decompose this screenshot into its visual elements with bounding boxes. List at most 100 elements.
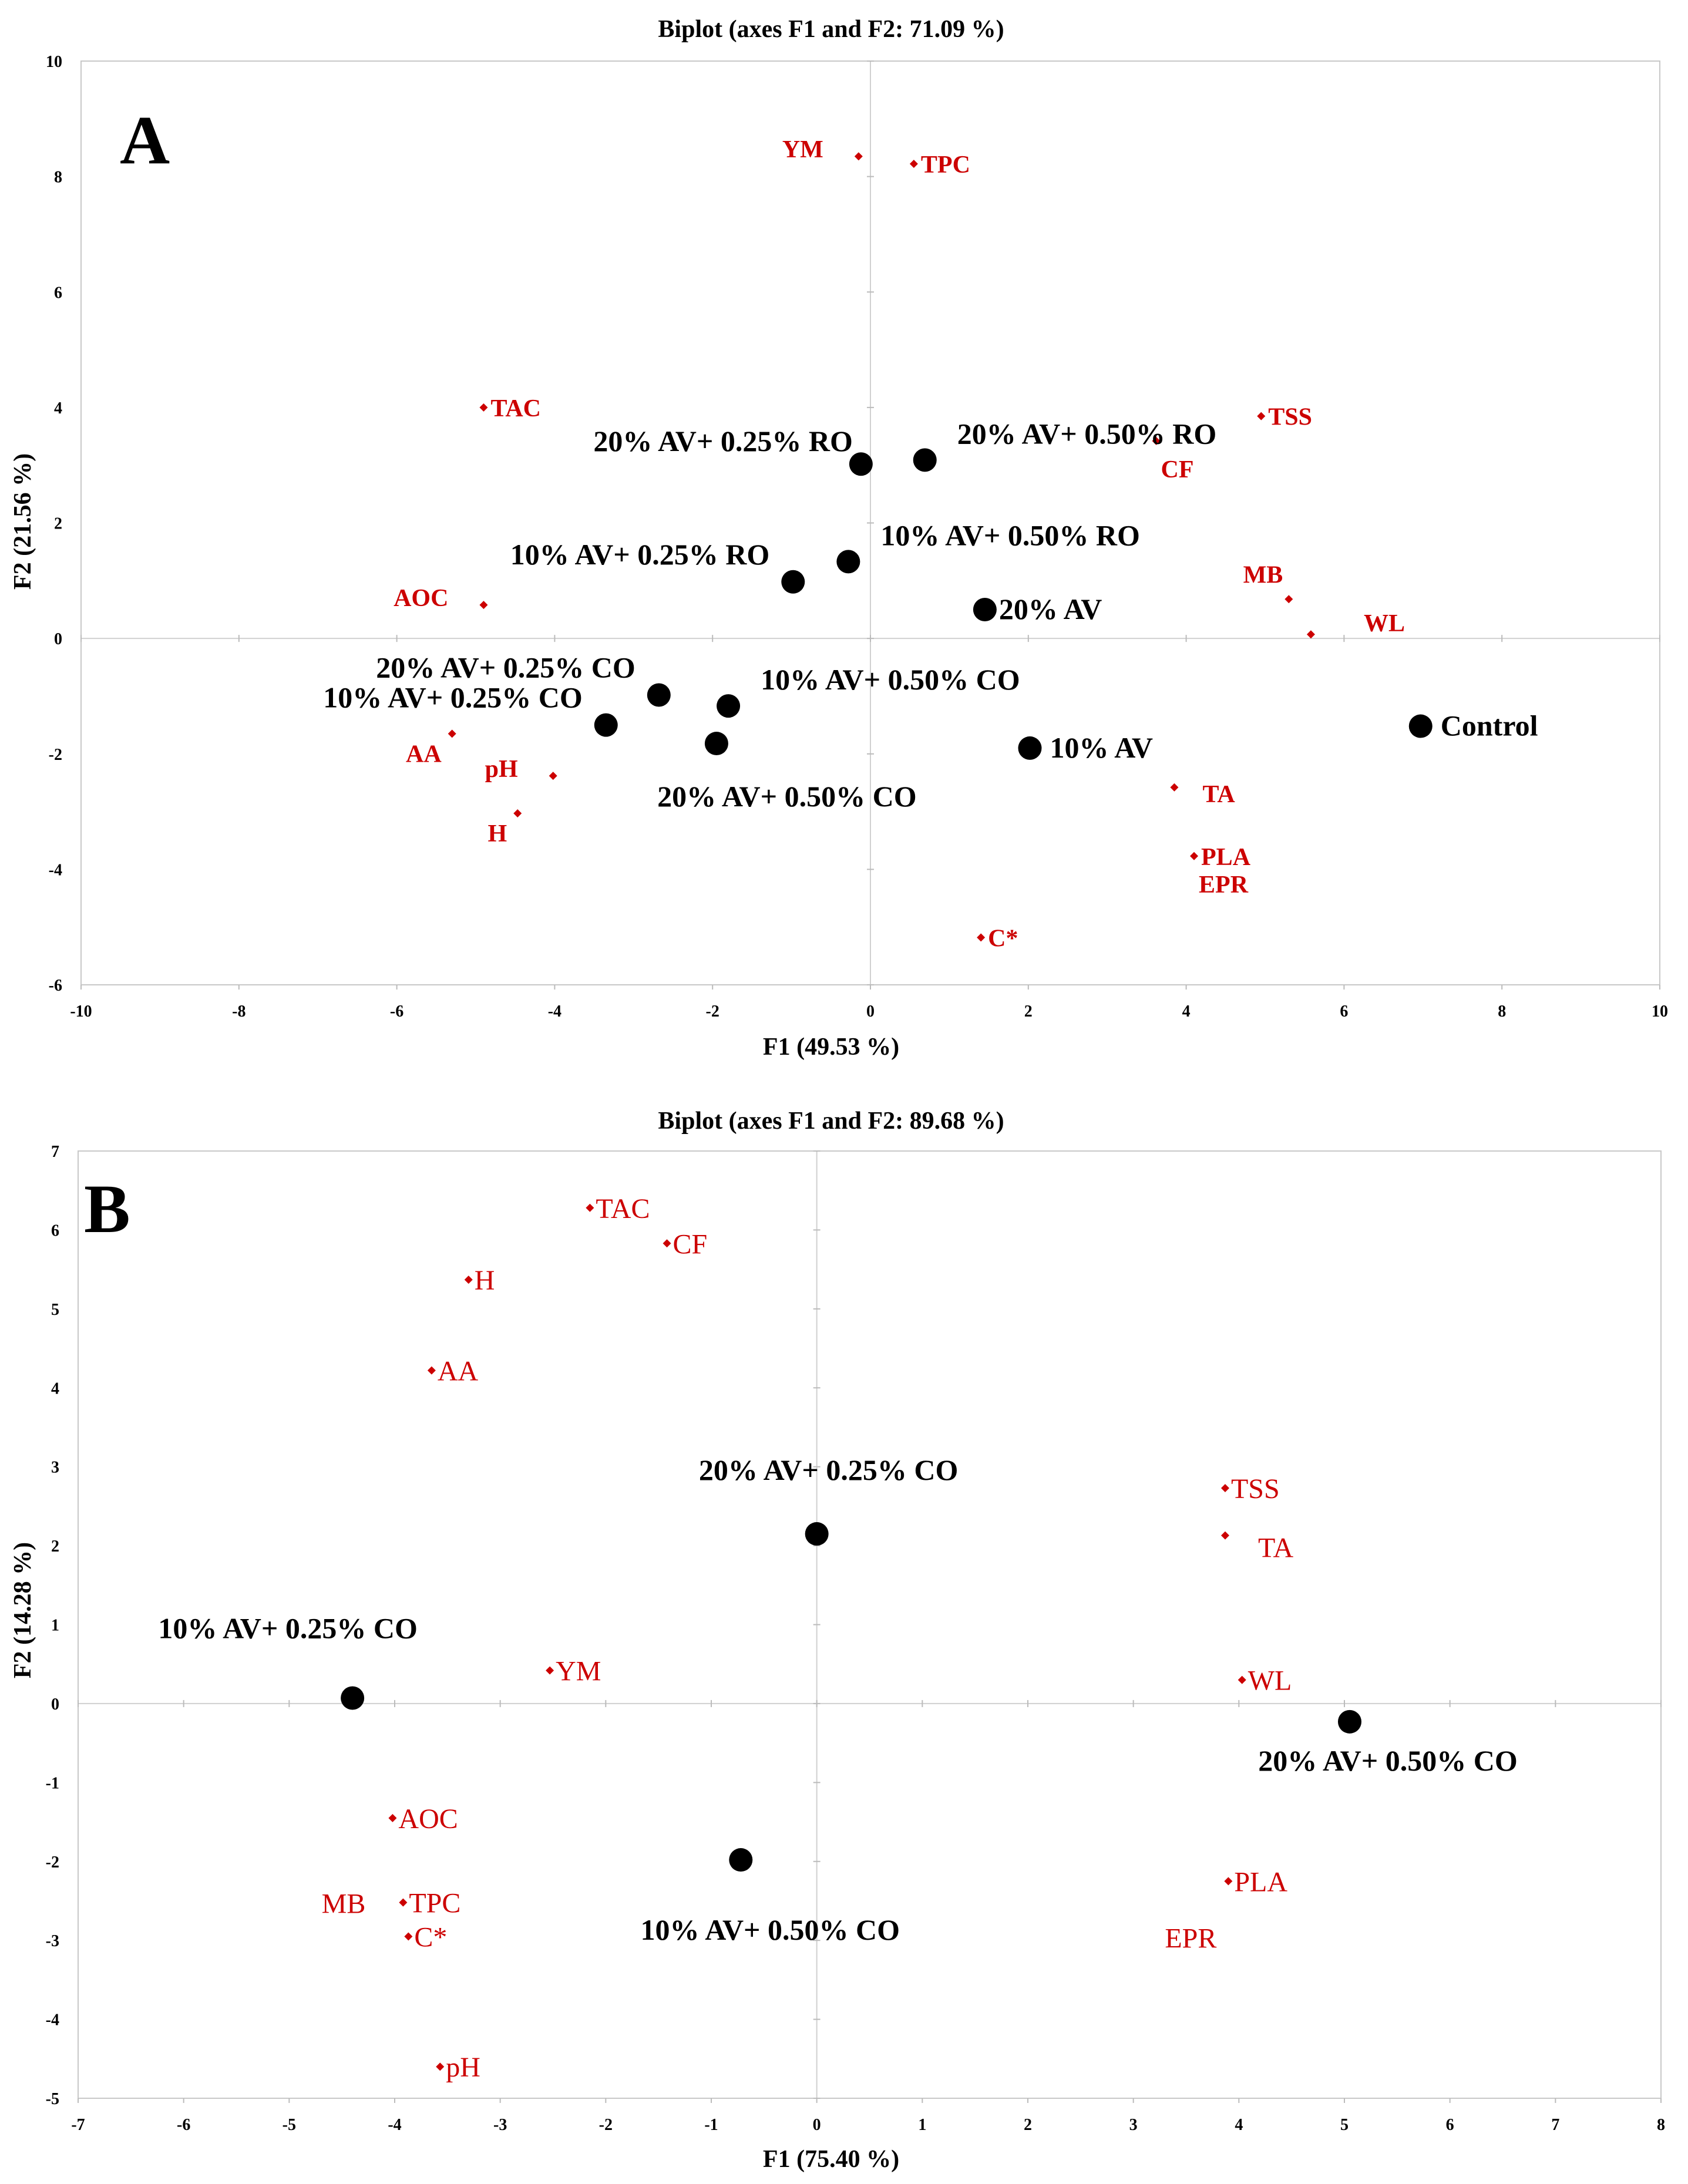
variable-label-ta: TA [1258, 1533, 1293, 1564]
panel-a-x-tick-label: 2 [1024, 1002, 1033, 1021]
panel-b-x-tick-label: -7 [71, 2116, 85, 2134]
variable-point-mb [1285, 595, 1293, 604]
variable-point-h [513, 809, 522, 818]
panel-b: Biplot (axes F1 and F2: 89.68 %) B F1 (7… [9, 1108, 1665, 2173]
panel-b-y-tick-label: 1 [51, 1617, 59, 1635]
panel-a-y-tick-label: -2 [49, 746, 62, 764]
variable-label-tac: TAC [596, 1193, 650, 1224]
variable-label-epr: EPR [1165, 1923, 1216, 1954]
observation-point-10-av [1018, 736, 1042, 760]
variable-label-ph: pH [446, 2052, 480, 2083]
variable-label-epr: EPR [1199, 871, 1249, 898]
variable-point-pla [1190, 852, 1199, 860]
observation-point-20-av-0-50-co [1337, 1709, 1361, 1734]
variable-point-ph [436, 2062, 445, 2071]
observation-point-20-av-0-50-co [704, 732, 728, 756]
variable-label-tpc: TPC [921, 152, 970, 179]
panel-a-y-axis-label: F2 (21.56 %) [9, 453, 36, 590]
observation-label-20-av-0-50-co: 20% AV+ 0.50% CO [657, 780, 917, 813]
panel-b-x-tick-label: -1 [704, 2116, 718, 2134]
panel-b-x-tick-label: 6 [1446, 2116, 1454, 2134]
panel-b-y-tick-label: 0 [51, 1695, 59, 1714]
variable-label-wl: WL [1248, 1665, 1292, 1697]
panel-a-x-tick-label: 6 [1340, 1002, 1348, 1021]
panel-a-y-tick-label: -6 [49, 977, 62, 995]
variable-label-c: C* [414, 1921, 447, 1953]
observation-label-20-av-0-25-co: 20% AV+ 0.25% CO [376, 651, 635, 684]
panel-a-x-tick-label: 0 [866, 1002, 875, 1021]
observation-point-10-av-0-50-ro [836, 550, 860, 574]
variable-label-aa: AA [406, 741, 442, 768]
panel-a-y-tick-label: 10 [46, 53, 62, 71]
variable-label-cf: CF [673, 1229, 708, 1260]
observation-point-10-av-0-50-co [729, 1848, 753, 1872]
variable-label-pla: PLA [1201, 844, 1251, 871]
variable-label-tss: TSS [1268, 404, 1312, 431]
observation-point-control [1408, 714, 1433, 738]
panel-b-x-tick-label: 4 [1235, 2116, 1243, 2134]
panel-a-x-tick-label: -4 [548, 1002, 561, 1021]
variable-point-h [464, 1276, 473, 1284]
panel-b-x-tick-label: 7 [1551, 2116, 1559, 2134]
variable-label-aoc: AOC [394, 585, 448, 612]
observation-label-10-av-0-50-co: 10% AV+ 0.50% CO [641, 1913, 900, 1946]
variable-label-tss: TSS [1231, 1473, 1280, 1505]
observation-label-20-av: 20% AV [999, 593, 1102, 625]
variable-point-aoc [479, 601, 488, 610]
variable-point-ph [549, 772, 557, 780]
variable-point-tss [1220, 1483, 1229, 1492]
observation-label-control: Control [1441, 709, 1538, 742]
panel-b-letter: B [84, 1170, 130, 1247]
observation-point-10-av-0-25-co [594, 713, 618, 737]
variable-point-ym [854, 152, 863, 161]
variable-point-aa [448, 729, 456, 738]
observation-label-10-av-0-25-co: 10% AV+ 0.25% CO [158, 1612, 418, 1645]
panel-b-x-tick-label: 1 [918, 2116, 926, 2134]
panel-b-y-tick-label: 4 [51, 1379, 59, 1398]
panel-a-letter: A [120, 102, 170, 179]
observation-point-20-av [973, 597, 997, 621]
observation-point-10-av-0-25-co [341, 1686, 365, 1710]
variable-label-tpc: TPC [409, 1888, 460, 1919]
panel-a-x-tick-label: -10 [70, 1002, 92, 1021]
panel-b-x-tick-label: -5 [283, 2116, 296, 2134]
panel-b-y-axis-label: F2 (14.28 %) [9, 1542, 36, 1678]
panel-a-y-tick-label: 2 [54, 515, 62, 533]
observation-label-20-av-0-25-co: 20% AV+ 0.25% CO [699, 1453, 959, 1486]
panel-b-y-tick-label: -1 [46, 1774, 59, 1792]
panel-b-x-tick-label: 0 [813, 2116, 821, 2134]
panel-a-x-tick-label: -6 [390, 1002, 403, 1021]
panel-a-y-tick-label: 0 [54, 630, 62, 648]
variable-label-tac: TAC [490, 395, 541, 422]
variable-label-ym: YM [556, 1655, 601, 1687]
observation-label-20-av-0-50-ro: 20% AV+ 0.50% RO [957, 417, 1217, 450]
panel-b-y-tick-label: -2 [46, 1853, 59, 1872]
variable-point-ta [1170, 783, 1179, 792]
panel-a: Biplot (axes F1 and F2: 71.09 %) A F1 (4… [9, 16, 1668, 1061]
variable-label-ym: YM [782, 136, 823, 163]
variable-label-cf: CF [1161, 456, 1194, 483]
variable-point-aoc [388, 1813, 397, 1822]
variable-point-aa [427, 1366, 436, 1375]
variable-point-cf [663, 1239, 671, 1248]
panel-b-x-tick-label: -3 [493, 2116, 507, 2134]
observation-point-10-av-0-25-ro [781, 570, 805, 594]
panel-b-plot-frame [78, 1150, 1662, 2099]
panel-a-title: Biplot (axes F1 and F2: 71.09 %) [658, 16, 1004, 43]
panel-b-x-tick-label: 3 [1129, 2116, 1138, 2134]
panel-b-x-tick-label: -4 [388, 2116, 401, 2134]
variable-label-ph: pH [485, 756, 518, 783]
observation-label-10-av-0-25-co: 10% AV+ 0.25% CO [323, 681, 583, 714]
panel-a-y-tick-label: 8 [54, 169, 62, 187]
panel-b-y-tick-label: 3 [51, 1459, 59, 1477]
variable-point-tss [1257, 412, 1266, 420]
variable-label-h: H [488, 820, 507, 847]
panel-a-y-tick-label: 4 [54, 399, 62, 418]
observation-label-20-av-0-25-ro: 20% AV+ 0.25% RO [593, 425, 853, 457]
variable-point-c [404, 1932, 413, 1941]
panel-a-x-tick-label: 4 [1182, 1002, 1191, 1021]
observation-label-10-av: 10% AV [1050, 731, 1153, 764]
panel-a-x-tick-label: -8 [232, 1002, 246, 1021]
variable-point-wl [1306, 630, 1315, 639]
